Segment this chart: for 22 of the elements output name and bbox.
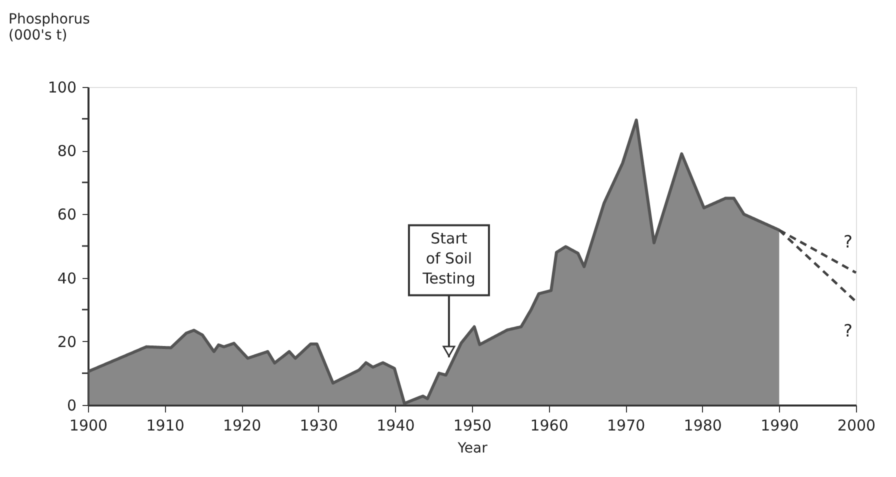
x-tick-label: 2000 xyxy=(837,416,876,434)
y-tick-label: 80 xyxy=(57,142,76,160)
y-tick-label: 60 xyxy=(57,206,76,224)
x-axis-title: Year xyxy=(456,440,488,456)
x-tick-label: 1980 xyxy=(684,416,722,434)
y-tick-label: 20 xyxy=(57,332,76,351)
x-tick-label: 1970 xyxy=(607,416,646,434)
annotation: Start of Soil Testing xyxy=(422,229,476,288)
x-tick-label: 1990 xyxy=(760,416,799,434)
annotation: ? xyxy=(843,322,853,342)
x-tick-label: 1960 xyxy=(530,416,568,434)
x-tick-label: 1930 xyxy=(300,416,338,434)
y-axis-title: Phosphorus (000's t) xyxy=(8,12,90,44)
y-tick-label: 100 xyxy=(48,78,76,96)
x-tick-label: 1900 xyxy=(69,416,108,434)
x-tick-label: 1940 xyxy=(376,416,415,434)
x-tick-label: 1910 xyxy=(146,416,184,434)
y-tick-label: 0 xyxy=(66,396,76,414)
x-tick-label: 1950 xyxy=(453,416,492,434)
annotation: ? xyxy=(843,232,853,253)
y-tick-label: 40 xyxy=(57,269,76,288)
x-tick-label: 1920 xyxy=(223,416,262,434)
